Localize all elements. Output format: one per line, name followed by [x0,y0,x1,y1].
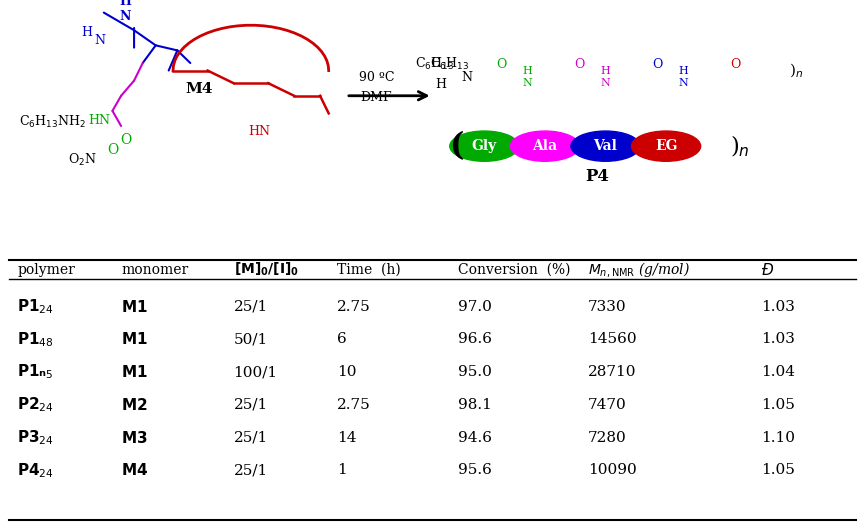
Text: 96.6: 96.6 [458,332,492,346]
Text: 25/1: 25/1 [234,300,268,313]
Text: Gly: Gly [471,139,497,153]
Text: O: O [574,58,585,71]
Text: O: O [730,58,740,71]
Text: 1.05: 1.05 [761,398,795,412]
Text: 14560: 14560 [588,332,637,346]
Text: 97.0: 97.0 [458,300,492,313]
Text: $\mathbf{M1}$: $\mathbf{M1}$ [121,331,148,348]
Text: H
N: H N [600,66,611,88]
Text: Time  (h): Time (h) [337,262,401,277]
Text: H
N: H N [522,66,533,88]
Text: Conversion  (%): Conversion (%) [458,262,571,277]
Text: $\mathbf{[M]_0/[I]_0}$: $\mathbf{[M]_0/[I]_0}$ [234,261,298,278]
Text: 1.03: 1.03 [761,332,795,346]
Text: $\mathbf{P2}$$_{24}$: $\mathbf{P2}$$_{24}$ [17,395,54,414]
Ellipse shape [450,131,519,161]
Text: H: H [436,78,446,91]
Text: 25/1: 25/1 [234,430,268,445]
Text: monomer: monomer [121,262,189,277]
Text: $\it{Đ}$: $\it{Đ}$ [761,262,774,278]
Text: Val: Val [593,139,618,153]
Text: $\mathbf{P4}$$_{24}$: $\mathbf{P4}$$_{24}$ [17,461,54,480]
Text: 1.05: 1.05 [761,464,795,477]
Text: N: N [462,71,472,83]
Text: O: O [119,133,131,146]
Text: 50/1: 50/1 [234,332,268,346]
Text: 10090: 10090 [588,464,637,477]
Text: O: O [652,58,663,71]
Text: P4: P4 [585,169,609,185]
Text: $\mathbf{M3}$: $\mathbf{M3}$ [121,429,148,446]
Text: $M_{n,\mathrm{NMR}}$ (g/mol): $M_{n,\mathrm{NMR}}$ (g/mol) [588,260,690,279]
Text: 90 ºC: 90 ºC [358,71,394,83]
Text: HN: HN [248,124,271,138]
Text: H
N: H N [119,0,131,23]
Ellipse shape [571,131,640,161]
Text: $\mathbf{M2}$: $\mathbf{M2}$ [121,397,148,413]
Text: (: ( [449,131,463,162]
Text: 7470: 7470 [588,398,627,412]
Text: 95.6: 95.6 [458,464,492,477]
Text: 6: 6 [337,332,347,346]
Text: 7330: 7330 [588,300,627,313]
Text: $\mathbf{P1}$$_{24}$: $\mathbf{P1}$$_{24}$ [17,297,54,316]
Text: $\mathbf{P1ₙ}$$_{5}$: $\mathbf{P1ₙ}$$_{5}$ [17,363,54,382]
Text: 100/1: 100/1 [234,365,278,379]
Text: 10: 10 [337,365,357,379]
Text: polymer: polymer [17,262,75,277]
Text: H: H [81,26,92,39]
Ellipse shape [510,131,580,161]
Text: C$_6$H$_{13}$NH$_2$: C$_6$H$_{13}$NH$_2$ [18,114,86,130]
Text: 25/1: 25/1 [234,464,268,477]
Text: $\mathbf{M1}$: $\mathbf{M1}$ [121,299,148,314]
Text: 2.75: 2.75 [337,300,371,313]
Text: 28710: 28710 [588,365,637,379]
Text: 14: 14 [337,430,357,445]
Text: EG: EG [655,139,677,153]
Text: 98.1: 98.1 [458,398,492,412]
Text: HN: HN [88,114,111,128]
Text: $\mathbf{P1}$$_{48}$: $\mathbf{P1}$$_{48}$ [17,330,54,349]
Text: 7280: 7280 [588,430,627,445]
Text: $\mathbf{M4}$: $\mathbf{M4}$ [121,463,148,478]
Text: 1.04: 1.04 [761,365,795,379]
Text: H
N: H N [678,66,689,88]
Text: 95.0: 95.0 [458,365,492,379]
Text: 94.6: 94.6 [458,430,492,445]
Text: N: N [94,34,105,47]
Text: C$_6$H$_{13}$: C$_6$H$_{13}$ [415,56,454,72]
Text: M4: M4 [185,82,213,96]
Ellipse shape [631,131,701,161]
Text: )$_n$: )$_n$ [730,133,749,159]
Text: C$_6$H$_{13}$: C$_6$H$_{13}$ [430,56,470,72]
Text: 1: 1 [337,464,347,477]
Text: O$_2$N: O$_2$N [67,152,97,168]
Text: DMF: DMF [361,91,392,104]
Text: $\mathbf{P3}$$_{24}$: $\mathbf{P3}$$_{24}$ [17,428,54,447]
Text: 1.10: 1.10 [761,430,795,445]
Text: O: O [497,58,507,71]
Text: 1.03: 1.03 [761,300,795,313]
Text: O: O [106,143,119,157]
Text: $\mathbf{M1}$: $\mathbf{M1}$ [121,364,148,380]
Text: )$_n$: )$_n$ [789,62,803,80]
Text: 25/1: 25/1 [234,398,268,412]
Text: Ala: Ala [532,139,558,153]
Text: 2.75: 2.75 [337,398,371,412]
